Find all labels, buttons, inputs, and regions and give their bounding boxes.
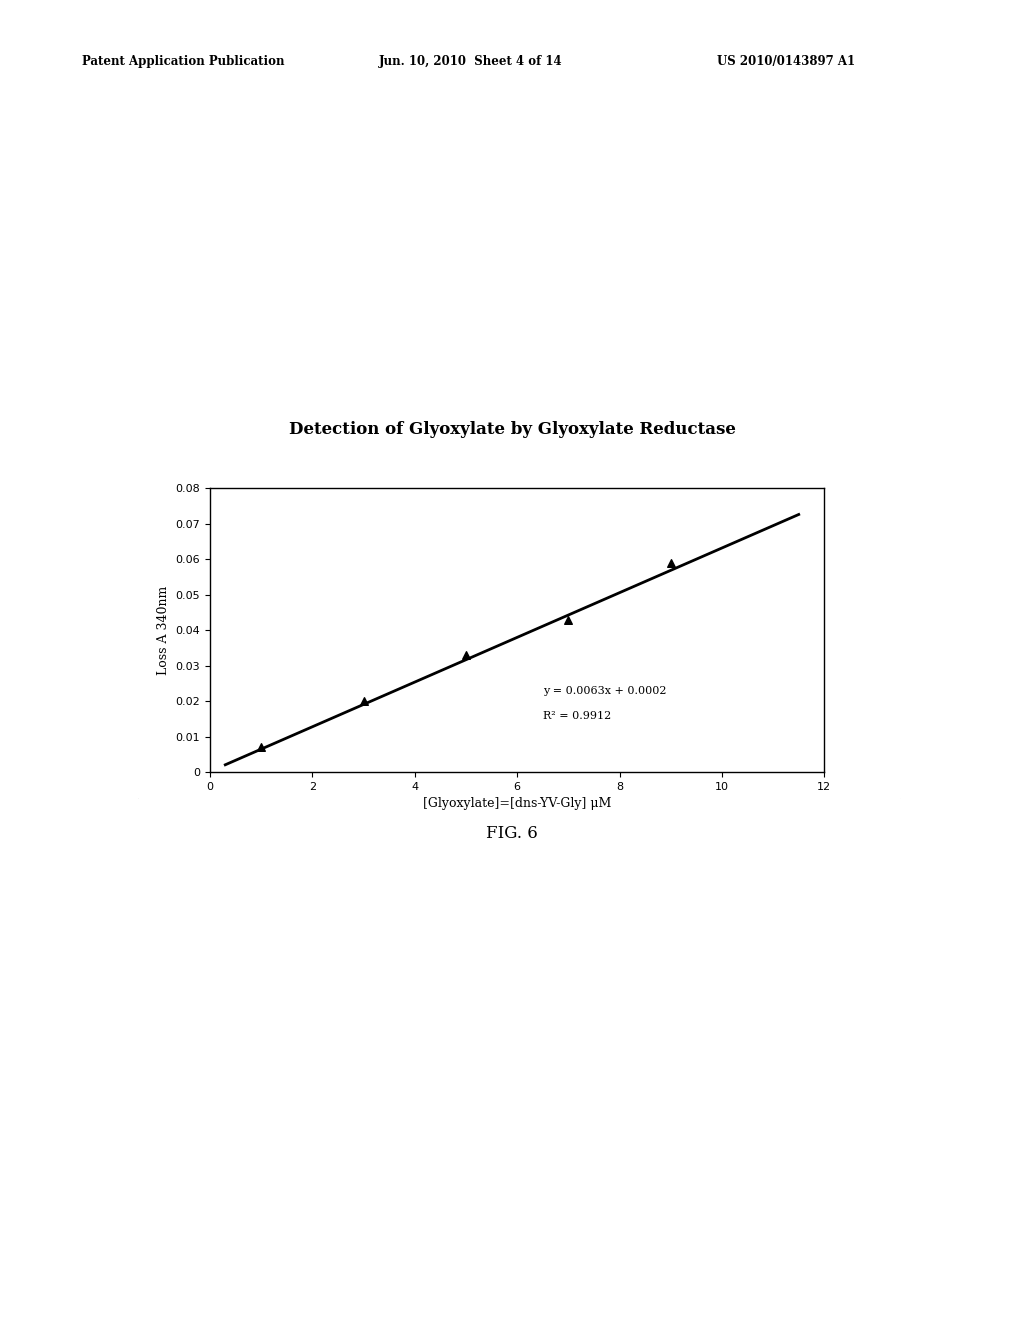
Point <box>458 644 474 665</box>
X-axis label: [Glyoxylate]=[dns-YV-Gly] μM: [Glyoxylate]=[dns-YV-Gly] μM <box>423 797 611 810</box>
Point <box>355 690 372 711</box>
Text: US 2010/0143897 A1: US 2010/0143897 A1 <box>717 55 855 69</box>
Point <box>663 552 679 573</box>
Point <box>253 737 269 758</box>
Text: R² = 0.9912: R² = 0.9912 <box>543 711 611 721</box>
Text: y = 0.0063x + 0.0002: y = 0.0063x + 0.0002 <box>543 686 667 696</box>
Text: Patent Application Publication: Patent Application Publication <box>82 55 285 69</box>
Text: FIG. 6: FIG. 6 <box>486 825 538 842</box>
Text: Jun. 10, 2010  Sheet 4 of 14: Jun. 10, 2010 Sheet 4 of 14 <box>379 55 562 69</box>
Text: Detection of Glyoxylate by Glyoxylate Reductase: Detection of Glyoxylate by Glyoxylate Re… <box>289 421 735 438</box>
Y-axis label: Loss A 340nm: Loss A 340nm <box>157 586 170 675</box>
Point <box>560 609 577 630</box>
